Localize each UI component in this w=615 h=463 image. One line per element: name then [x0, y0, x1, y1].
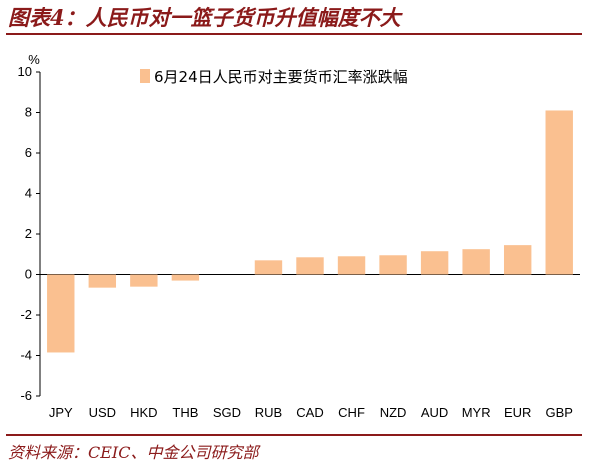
y-tick-label: -4: [20, 348, 32, 363]
legend-swatch: [140, 69, 150, 83]
x-tick-label: USD: [89, 405, 116, 420]
chart-axes: [36, 71, 580, 397]
chart-legend: 6月24日人民币对主要货币汇率涨跌幅: [140, 68, 408, 86]
bar-gbp: [545, 110, 573, 275]
source-rule: [6, 434, 582, 436]
x-tick-label: CAD: [296, 405, 323, 420]
bar-eur: [503, 245, 532, 275]
x-tick-label: MYR: [462, 405, 491, 420]
legend-label: 6月24日人民币对主要货币汇率涨跌幅: [154, 68, 408, 86]
bar-aud: [420, 251, 449, 275]
x-tick-label: CHF: [338, 405, 365, 420]
y-tick-label: 10: [18, 64, 32, 79]
x-tick-label: HKD: [130, 405, 157, 420]
title-rule: [6, 33, 582, 35]
x-tick-label: NZD: [380, 405, 407, 420]
bar-hkd: [130, 274, 158, 287]
y-tick-label: -2: [20, 307, 32, 322]
x-tick-label: THB: [172, 405, 198, 420]
x-tick-label: RUB: [255, 405, 282, 420]
y-tick-label: 4: [25, 186, 32, 201]
bar-cad: [296, 257, 324, 275]
y-tick-label: -6: [20, 388, 32, 403]
x-tick-label: JPY: [49, 405, 73, 420]
y-tick-label: 0: [25, 267, 32, 282]
chart-bars: [47, 110, 573, 353]
bar-rub: [254, 260, 283, 275]
bar-thb: [171, 274, 200, 281]
y-tick-label: 8: [25, 105, 32, 120]
x-tick-label: GBP: [545, 405, 572, 420]
x-tick-label: SGD: [213, 405, 241, 420]
bar-nzd: [379, 255, 407, 275]
source-note: 资料来源：CEIC、中金公司研究部: [8, 443, 259, 462]
y-tick-label: 6: [25, 145, 32, 160]
y-axis-unit-label: %: [28, 52, 40, 67]
bar-chf: [337, 256, 366, 275]
bar-myr: [462, 249, 490, 275]
figure-title: 图表4：人民币对一篮子货币升值幅度不大: [8, 5, 401, 30]
chart-labels: -6 -4 -2 0 2 4 6 8 10% JPY USD HKD THB SGD RUB CAD CHF NZ…: [18, 52, 573, 420]
x-tick-label: AUD: [421, 405, 448, 420]
bar-jpy: [47, 274, 75, 353]
x-tick-label: EUR: [504, 405, 531, 420]
bar-usd: [88, 274, 117, 288]
y-tick-label: 2: [25, 226, 32, 241]
